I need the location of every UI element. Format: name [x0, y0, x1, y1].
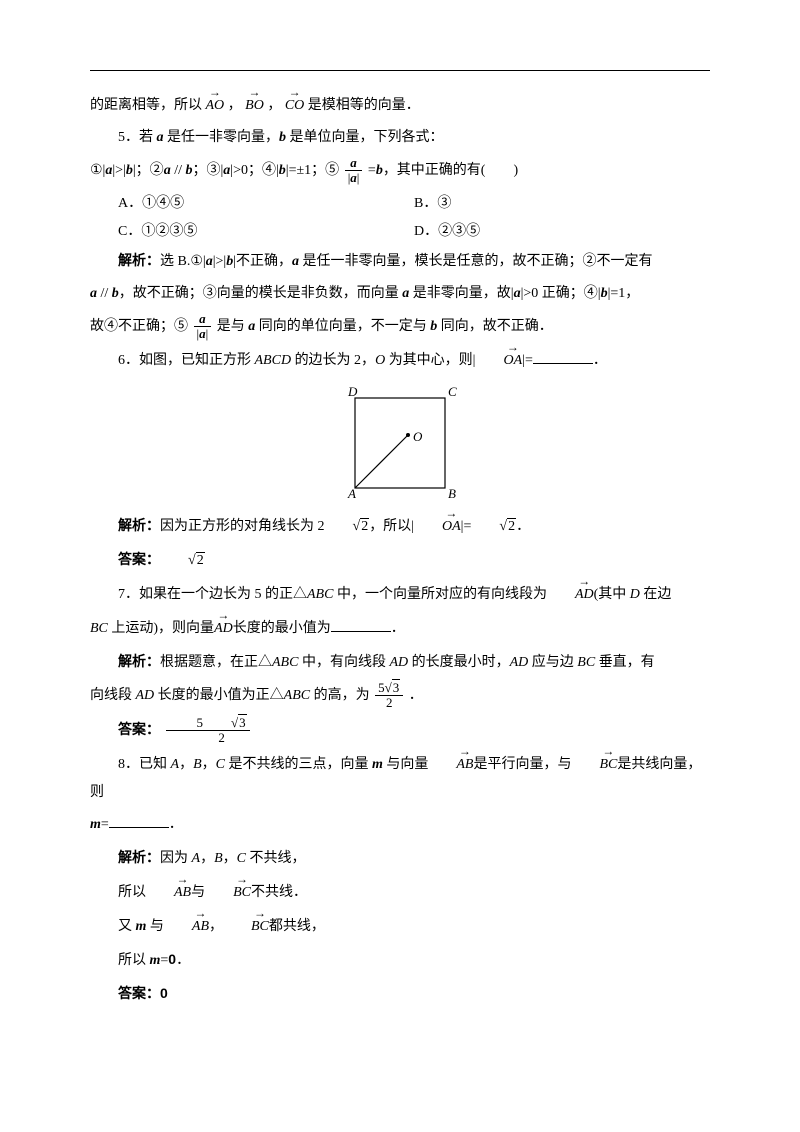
- q5-sol-2: a // b，故不正确；③向量的模长是非负数，而向量 a 是非零向量，故|a|>…: [90, 280, 710, 308]
- vec-AB-3: AB: [164, 911, 209, 941]
- vec-OA: OA: [476, 345, 523, 375]
- q7-sol-1: 解析：根据题意，在正△ABC 中，有向线段 AD 的长度最小时，AD 应与边 B…: [90, 647, 710, 677]
- vec-AD-2: AD: [214, 613, 233, 643]
- vec-AO: AO: [206, 90, 225, 120]
- q5-sol: 解析：选 B.①|a|>|b|不正确，a 是任一非零向量，模长是任意的，故不正确…: [90, 246, 710, 276]
- q8-sol-4: 所以 m=0．: [90, 945, 710, 975]
- choice-B: B．③: [414, 190, 710, 218]
- cont-line: 的距离相等，所以 AO ， BO ， CO 是模相等的向量．: [90, 90, 710, 120]
- q5-stem-2: ①|a|>|b|；②a // b；③|a|>0；④|b|=±1；⑤ a |a| …: [90, 156, 710, 186]
- frac-a-over-absa: a |a|: [345, 156, 363, 186]
- vec-AB: AB: [428, 749, 473, 779]
- svg-text:C: C: [448, 384, 457, 399]
- vec-CO: CO: [285, 90, 304, 120]
- q6-sol: 解析：因为正方形的对角线长为 22，所以|OA|=2．: [90, 511, 710, 541]
- q8-stem-1: 8．已知 A，B，C 是不共线的三点，向量 m 与向量AB是平行向量，与BC是共…: [90, 749, 710, 807]
- q7-stem-1: 7．如果在一个边长为 5 的正△ABC 中，一个向量所对应的有向线段为AD(其中…: [90, 579, 710, 609]
- q5-stem-1: 5．若 a 是任一非零向量，b 是单位向量，下列各式：: [90, 124, 710, 152]
- q8-sol-3: 又 m 与AB，BC都共线，: [90, 911, 710, 941]
- svg-text:O: O: [413, 429, 423, 444]
- q6-ans: 答案：2: [90, 545, 710, 575]
- frac-a-over-absa-2: a |a|: [194, 312, 212, 342]
- vec-BO: BO: [245, 90, 264, 120]
- vec-BC: BC: [571, 749, 617, 779]
- q5-choices: A．①④⑤ B．③ C．①②③⑤ D．②③⑤: [118, 190, 710, 246]
- q7-stem-2: BC 上运动)，则向量AD长度的最小值为．: [90, 613, 710, 643]
- vec-OA-2: OA: [414, 511, 461, 541]
- q6-stem: 6．如图，已知正方形 ABCD 的边长为 2，O 为其中心，则|OA|=．: [90, 345, 710, 375]
- frac-5sqrt3-2: 53 2: [375, 681, 403, 711]
- choice-C: C．①②③⑤: [118, 218, 414, 246]
- blank-q7: [331, 618, 391, 632]
- top-rule: [90, 70, 710, 71]
- vec-BC-3: BC: [223, 911, 269, 941]
- q8-ans: 答案：0: [90, 979, 710, 1009]
- q6-figure: A B C D O: [330, 383, 470, 503]
- svg-text:A: A: [347, 486, 356, 501]
- vec-AD: AD: [547, 579, 594, 609]
- q7-sol-2: 向线段 AD 长度的最小值为正△ABC 的高，为 53 2 ．: [90, 681, 710, 711]
- frac-5sqrt3-2-ans: 53 2: [166, 716, 250, 746]
- choice-D: D．②③⑤: [414, 218, 710, 246]
- choice-A: A．①④⑤: [118, 190, 414, 218]
- svg-text:B: B: [448, 486, 456, 501]
- blank-q8: [109, 814, 169, 828]
- q5-sol-3: 故④不正确；⑤ a |a| 是与 a 同向的单位向量，不一定与 b 同向，故不正…: [90, 312, 710, 342]
- blank-q6: [533, 350, 593, 364]
- q8-stem-2: m=．: [90, 811, 710, 839]
- svg-text:D: D: [347, 384, 358, 399]
